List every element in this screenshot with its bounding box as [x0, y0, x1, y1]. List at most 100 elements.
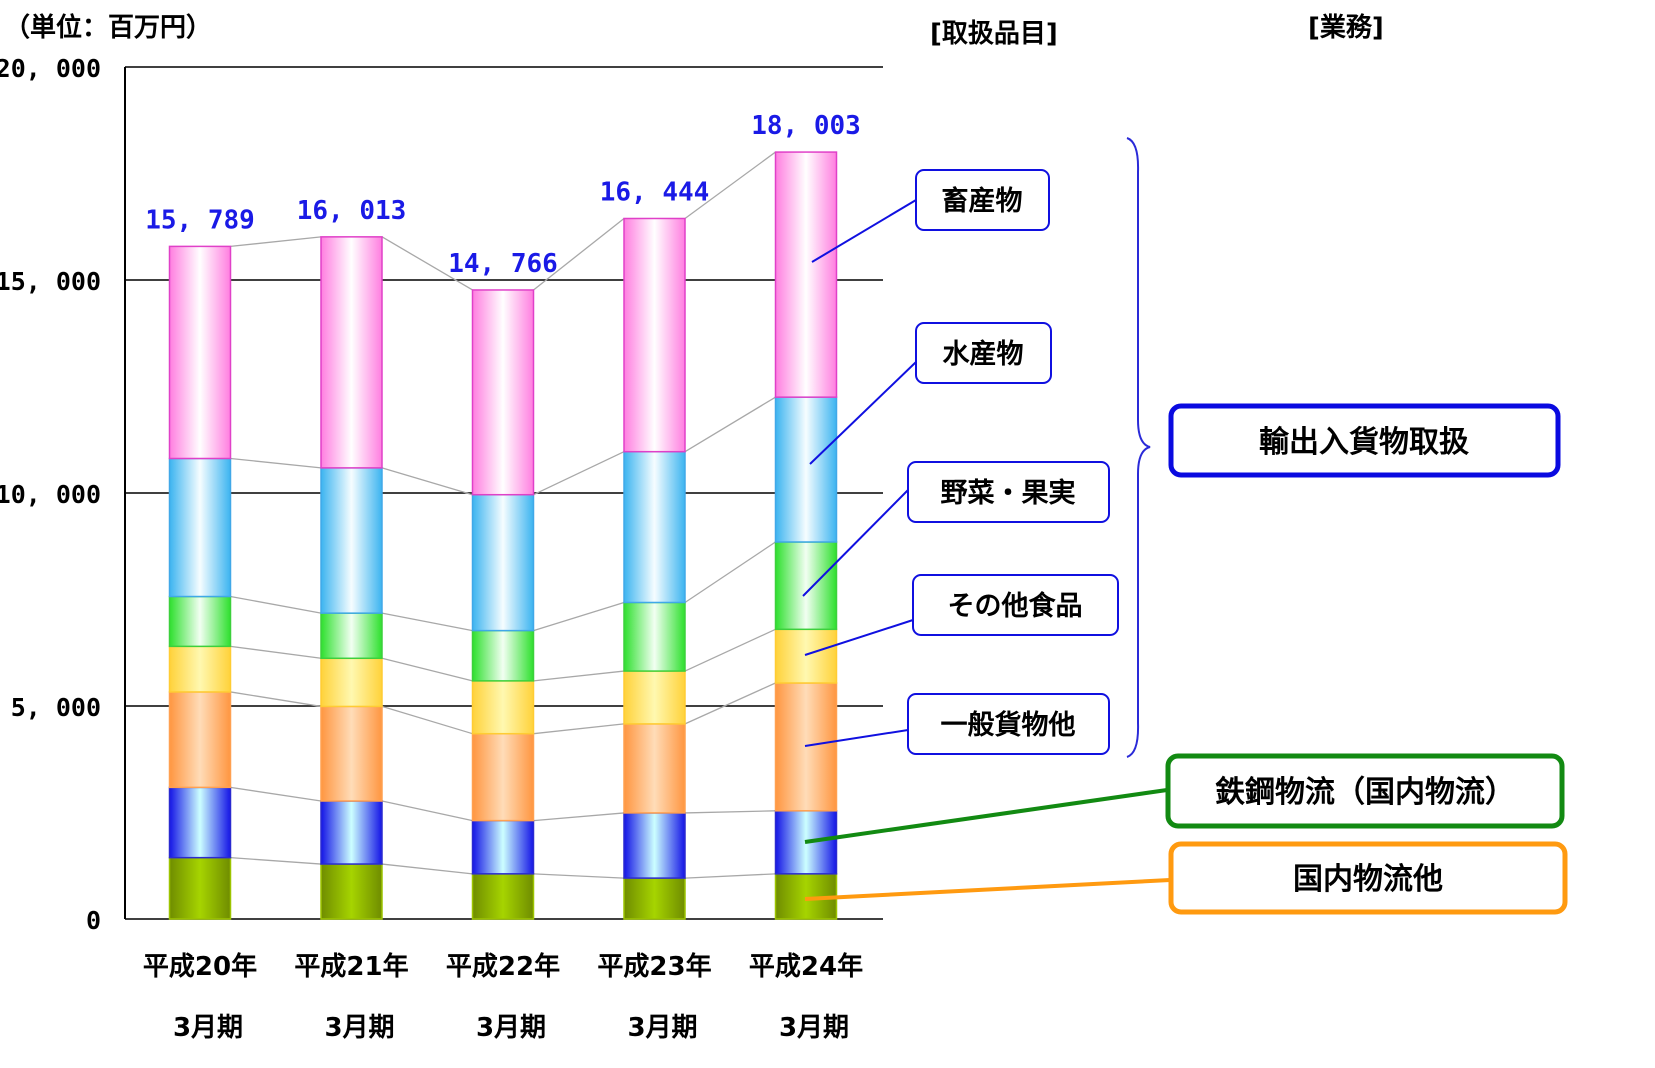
business-steel: 鉄鋼物流（国内物流） [1165, 753, 1565, 829]
connector-line [381, 467, 473, 496]
business-label: 鉄鋼物流（国内物流） [1215, 775, 1515, 810]
bar-segment [623, 670, 686, 725]
y-tick-label: 20, 000 [0, 54, 101, 83]
bar-segment [471, 629, 535, 682]
connector-line [684, 873, 776, 879]
leader-line-livestock [811, 199, 917, 263]
bar-segment [471, 493, 535, 632]
callout-marine: 水産物 [915, 322, 1052, 384]
connector-line [533, 873, 625, 879]
callout-general-cargo: 一般貨物他 [907, 693, 1110, 755]
bar-segment [623, 877, 686, 920]
connector-line [684, 810, 776, 814]
business-label: 輸出入貨物取扱 [1259, 425, 1469, 460]
callout-box [907, 693, 1110, 755]
callout-label: 水産物 [943, 338, 1024, 370]
callout-box [907, 461, 1110, 523]
callout-label: 野菜・果実 [941, 477, 1076, 509]
callout-livestock: 畜産物 [915, 169, 1050, 231]
callout-vegetables: 野菜・果実 [907, 461, 1110, 523]
connector-line [381, 863, 473, 875]
bar-segment [168, 245, 232, 460]
leader-line-marine [809, 361, 917, 465]
connector-line [533, 451, 625, 496]
connector-line [230, 645, 322, 659]
y-tick-label: 15, 000 [0, 267, 101, 296]
connector-line [230, 691, 322, 708]
connector-line [381, 705, 473, 735]
bar-segment [168, 856, 232, 920]
callout-box [915, 169, 1050, 231]
brace [1126, 137, 1151, 758]
connector-line [230, 236, 322, 248]
bar-segment [774, 682, 838, 812]
bars [168, 151, 838, 920]
connector-lines [230, 151, 776, 879]
bar-segment [320, 863, 383, 920]
business-box [1168, 403, 1561, 478]
x-category-labels: 平成20年 3月期 平成21年 3月期 平成22年 3月期 平成23年 3月期 平成24年 3月期 [143, 951, 863, 1043]
leader-line-domestic [804, 878, 1171, 901]
connector-line [230, 595, 322, 614]
bar-segment [168, 645, 232, 693]
y-tick-label: 10, 000 [0, 480, 101, 509]
x-category-year: 平成24年 [749, 951, 863, 982]
x-category-period: 3月期 [173, 1013, 243, 1043]
business-import-export: 輸出入貨物取扱 [1168, 403, 1561, 478]
bar-segment [623, 217, 686, 453]
bar-segment [774, 541, 838, 631]
total-label: 16, 444 [600, 177, 710, 207]
connector-line [533, 812, 625, 822]
bar-segment [320, 705, 383, 802]
bar-segment [471, 873, 535, 920]
business-domestic: 国内物流他 [1168, 841, 1568, 915]
callout-label: その他食品 [948, 590, 1083, 622]
bar-segment [471, 732, 535, 822]
business-box [1168, 841, 1568, 915]
connector-line [533, 723, 625, 735]
unit-label: （単位：百万円） [4, 12, 212, 43]
leader-line-steel [804, 788, 1168, 844]
bar-segment [774, 628, 838, 684]
bar-segment [320, 612, 383, 660]
y-tick-labels: 0 5, 000 10, 000 15, 000 20, 000 [0, 54, 101, 935]
connector-line [230, 457, 322, 469]
bar-segment [623, 723, 686, 814]
bar-segment [471, 680, 535, 735]
x-category-period: 3月期 [627, 1013, 697, 1043]
bar-segment [168, 457, 232, 598]
connector-line [684, 541, 776, 604]
leader-line-vegetables [802, 489, 909, 597]
bar-segment [320, 236, 383, 469]
business-label: 国内物流他 [1293, 862, 1443, 897]
bar-segment [168, 786, 232, 859]
leader-line-general-cargo [804, 729, 909, 747]
callout-other-food: その他食品 [912, 574, 1119, 636]
x-category-period: 3月期 [324, 1013, 394, 1043]
connector-line [230, 786, 322, 802]
connector-line [684, 628, 776, 672]
connector-line [381, 236, 473, 291]
y-tick-label: 0 [86, 906, 101, 935]
bar-segment [623, 450, 686, 604]
bar-segment [774, 396, 838, 543]
total-label: 18, 003 [751, 111, 861, 141]
callout-label: 一般貨物他 [941, 709, 1076, 741]
total-label: 16, 013 [297, 196, 407, 226]
header-business: [業務] [1308, 13, 1384, 43]
bar-segment [320, 800, 383, 865]
connector-line [381, 800, 473, 822]
connector-line [533, 670, 625, 682]
bar-segment [623, 601, 686, 672]
bar-segment [774, 810, 838, 875]
connector-line [684, 682, 776, 725]
connector-line [533, 601, 625, 632]
bar-segment [320, 467, 383, 614]
total-label: 14, 766 [448, 249, 558, 279]
bar-segment [471, 819, 535, 875]
connector-line [684, 151, 776, 220]
header-items: [取扱品目] [930, 19, 1058, 49]
bar-segment [168, 595, 232, 648]
callout-box [912, 574, 1119, 636]
